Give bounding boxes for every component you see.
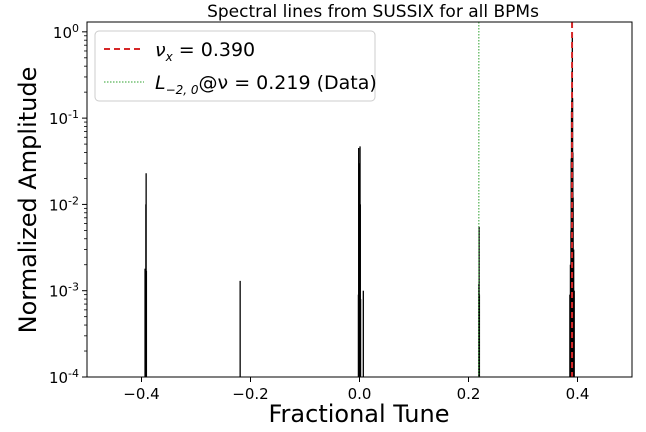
x-tick-label: −0.2 [232, 385, 268, 403]
y-tick-label: 10-4 [49, 367, 79, 387]
x-tick-label: 0.4 [566, 385, 590, 403]
y-tick-label: 10-2 [49, 194, 79, 214]
x-axis-ticks: −0.4 −0.2 0.0 0.2 0.4 [123, 377, 589, 403]
legend-entry-label: νx = 0.390 [155, 39, 255, 64]
reference-lines [478, 22, 574, 377]
x-tick-label: 0.0 [348, 385, 372, 403]
x-axis-label: Fractional Tune [268, 400, 449, 428]
legend-box [94, 30, 376, 102]
y-tick-label: 10-3 [49, 281, 79, 301]
y-axis-label: Normalized Amplitude [14, 67, 42, 334]
y-tick-label: 100 [53, 22, 79, 42]
y-axis-ticks: 10-4 10-3 10-2 10-1 100 [49, 22, 87, 387]
y-tick-label: 10-1 [49, 108, 79, 128]
chart-title: Spectral lines from SUSSIX for all BPMs [207, 2, 539, 22]
legend: νx = 0.390 L−2, 0@ν = 0.219 (Data) [94, 30, 377, 102]
x-tick-label: −0.4 [123, 385, 159, 403]
x-tick-label: 0.2 [457, 385, 481, 403]
legend-entry-label: L−2, 0@ν = 0.219 (Data) [155, 72, 377, 97]
